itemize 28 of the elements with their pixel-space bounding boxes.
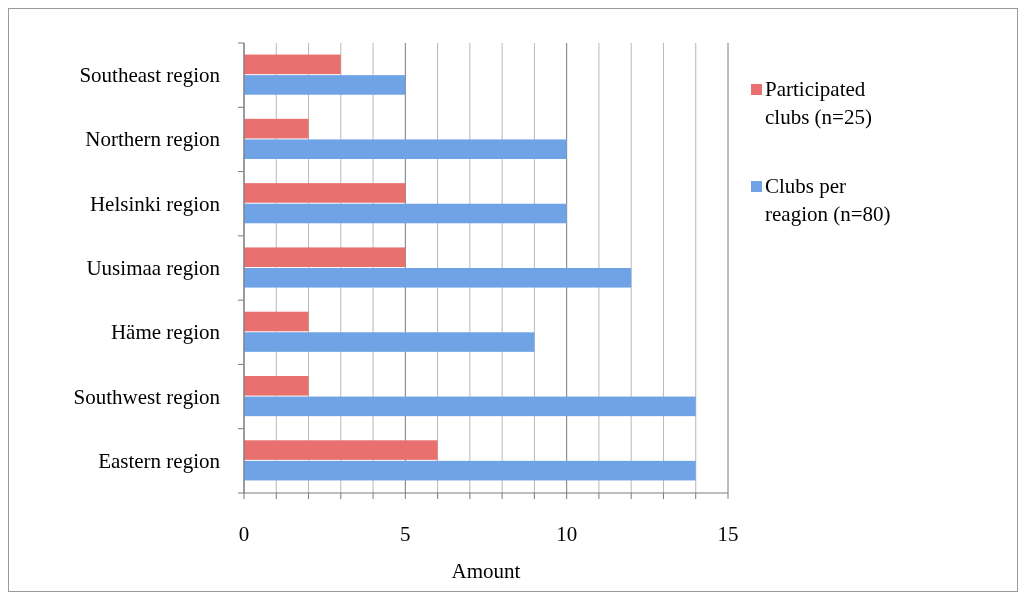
- bar: [244, 376, 309, 396]
- y-tick-label: Eastern region: [98, 448, 221, 473]
- bar: [244, 139, 567, 159]
- y-tick-label: Northern region: [85, 127, 221, 152]
- legend-label: Clubs per reagion (n=80): [765, 174, 891, 226]
- bar: [244, 268, 632, 288]
- x-tick-label: 0: [238, 522, 250, 546]
- bar: [244, 440, 438, 460]
- x-axis-title: Amount: [451, 559, 521, 583]
- bar: [244, 311, 309, 332]
- bar: [244, 183, 406, 203]
- y-tick-label: Helsinki region: [89, 191, 221, 216]
- bar: [244, 54, 341, 75]
- y-tick-label: Häme region: [110, 320, 221, 345]
- x-tick-label: 10: [556, 522, 578, 546]
- bar: [244, 460, 696, 481]
- bar: [244, 332, 535, 352]
- x-tick-label: 5: [400, 522, 411, 546]
- bar: [244, 247, 406, 267]
- bar: [244, 118, 309, 139]
- y-tick-label: Uusimaa region: [86, 256, 221, 280]
- bar: [244, 396, 696, 417]
- bar: [244, 203, 567, 224]
- y-tick-label: Southwest region: [73, 384, 221, 409]
- bar: [244, 75, 406, 95]
- legend-label: Participated clubs (n=25): [765, 77, 872, 129]
- y-tick-label: Southeast region: [79, 63, 221, 88]
- x-tick-label: 15: [717, 522, 739, 546]
